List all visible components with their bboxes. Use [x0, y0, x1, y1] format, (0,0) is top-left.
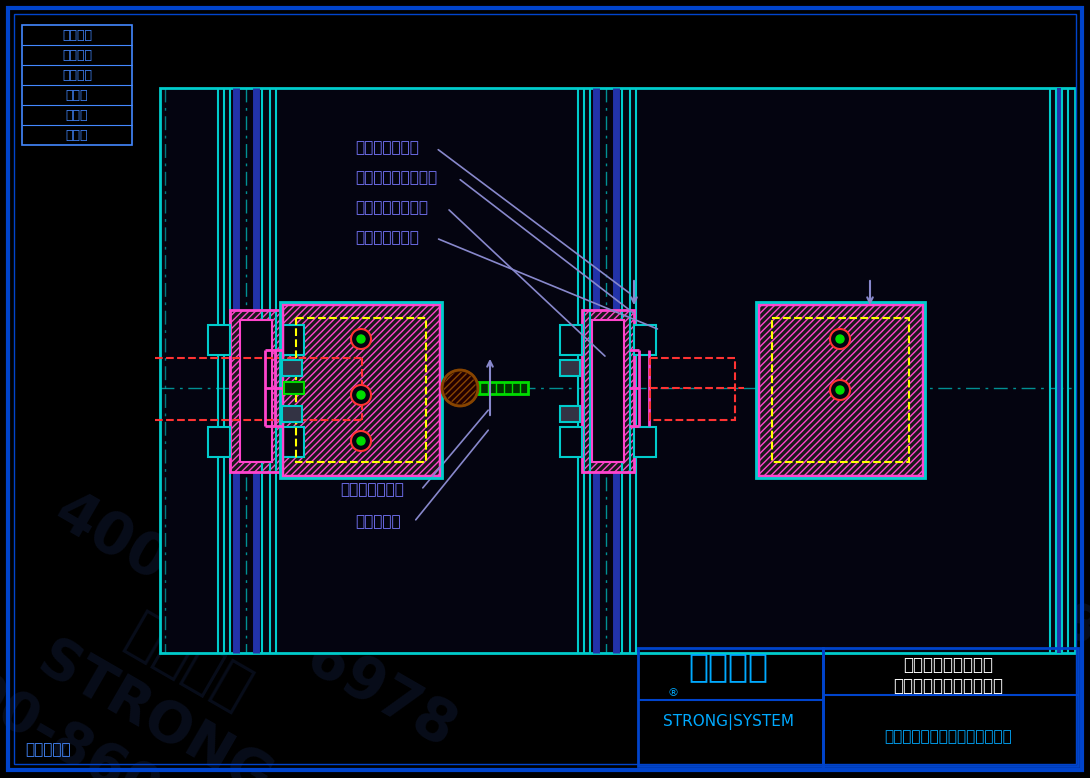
Circle shape — [351, 329, 371, 349]
Text: 大跨度: 大跨度 — [65, 89, 88, 101]
Bar — [282, 325, 304, 355]
Text: 定制横梁插芯连接件: 定制横梁插芯连接件 — [355, 170, 437, 185]
Text: 矩形精制钢竖明横隐: 矩形精制钢竖明横隐 — [903, 656, 993, 674]
Bar — [582, 310, 634, 472]
Bar — [280, 302, 443, 478]
Text: （横附框）玻璃幕墙节点: （横附框）玻璃幕墙节点 — [893, 677, 1003, 695]
Bar — [638, 648, 823, 766]
Circle shape — [836, 386, 844, 394]
Circle shape — [443, 370, 479, 406]
Bar — [650, 358, 735, 420]
Bar — [282, 360, 302, 376]
Bar — [284, 382, 304, 394]
Text: 超级防腐: 超级防腐 — [62, 68, 92, 82]
Bar — [230, 310, 282, 472]
Bar — [282, 427, 304, 457]
Text: STRONG|SYSTEM: STRONG|SYSTEM — [663, 714, 794, 730]
Text: 大通透: 大通透 — [65, 108, 88, 121]
Bar — [634, 427, 656, 457]
Bar — [296, 318, 426, 462]
Bar — [560, 360, 580, 376]
Text: 专利产品！: 专利产品！ — [25, 742, 71, 758]
Bar — [479, 382, 528, 394]
Circle shape — [836, 335, 844, 343]
Bar — [582, 310, 634, 472]
Bar — [560, 427, 582, 457]
Circle shape — [358, 335, 365, 343]
Bar — [282, 304, 440, 476]
Circle shape — [358, 391, 365, 399]
Text: 西创系统
STRONG
400-860-6978: 西创系统 STRONG 400-860-6978 — [597, 79, 1043, 441]
Bar — [634, 325, 656, 355]
Bar — [758, 304, 923, 476]
Text: 西创系统
STRONG
400-860-6978: 西创系统 STRONG 400-860-6978 — [44, 361, 536, 759]
Text: 不锈钢机制螺栓: 不锈钢机制螺栓 — [340, 482, 404, 497]
Bar — [592, 320, 623, 462]
Text: 安全防火: 安全防火 — [62, 29, 92, 41]
Bar — [772, 318, 909, 462]
Circle shape — [444, 372, 476, 404]
Bar — [282, 304, 440, 476]
Text: ®: ® — [667, 688, 678, 698]
Circle shape — [351, 431, 371, 451]
Bar — [208, 427, 230, 457]
Text: 西创金属科技（江苏）有限公司: 西创金属科技（江苏）有限公司 — [884, 730, 1012, 745]
Text: 铝合金压码: 铝合金压码 — [355, 514, 401, 530]
Bar — [208, 325, 230, 355]
Bar — [22, 25, 132, 145]
Bar — [560, 406, 580, 422]
Bar — [240, 320, 272, 462]
Bar — [823, 648, 1078, 766]
Text: 西创系统
STRONG
400-860-6978: 西创系统 STRONG 400-860-6978 — [754, 323, 1090, 657]
Bar — [758, 304, 923, 476]
Bar — [160, 88, 1075, 653]
Circle shape — [829, 380, 850, 400]
Text: 西创系统
STRONG
400-860-6978: 西创系统 STRONG 400-860-6978 — [324, 231, 816, 629]
Circle shape — [358, 437, 365, 445]
Text: 西创系统: 西创系统 — [688, 650, 768, 684]
Circle shape — [829, 329, 850, 349]
Circle shape — [351, 385, 371, 405]
Text: 环保节能: 环保节能 — [62, 48, 92, 61]
Bar — [282, 406, 302, 422]
Bar — [756, 302, 925, 478]
Text: 凹型精制钢横梁: 凹型精制钢横梁 — [355, 141, 419, 156]
Bar — [560, 325, 582, 355]
Text: 西创系统
STRONG
400-860-6978: 西创系统 STRONG 400-860-6978 — [0, 531, 389, 778]
Text: 更纤细: 更纤细 — [65, 128, 88, 142]
Text: 铝合金玻璃附框: 铝合金玻璃附框 — [355, 230, 419, 246]
Text: 立柱横梁连接托码: 立柱横梁连接托码 — [355, 201, 428, 216]
Bar — [230, 310, 282, 472]
